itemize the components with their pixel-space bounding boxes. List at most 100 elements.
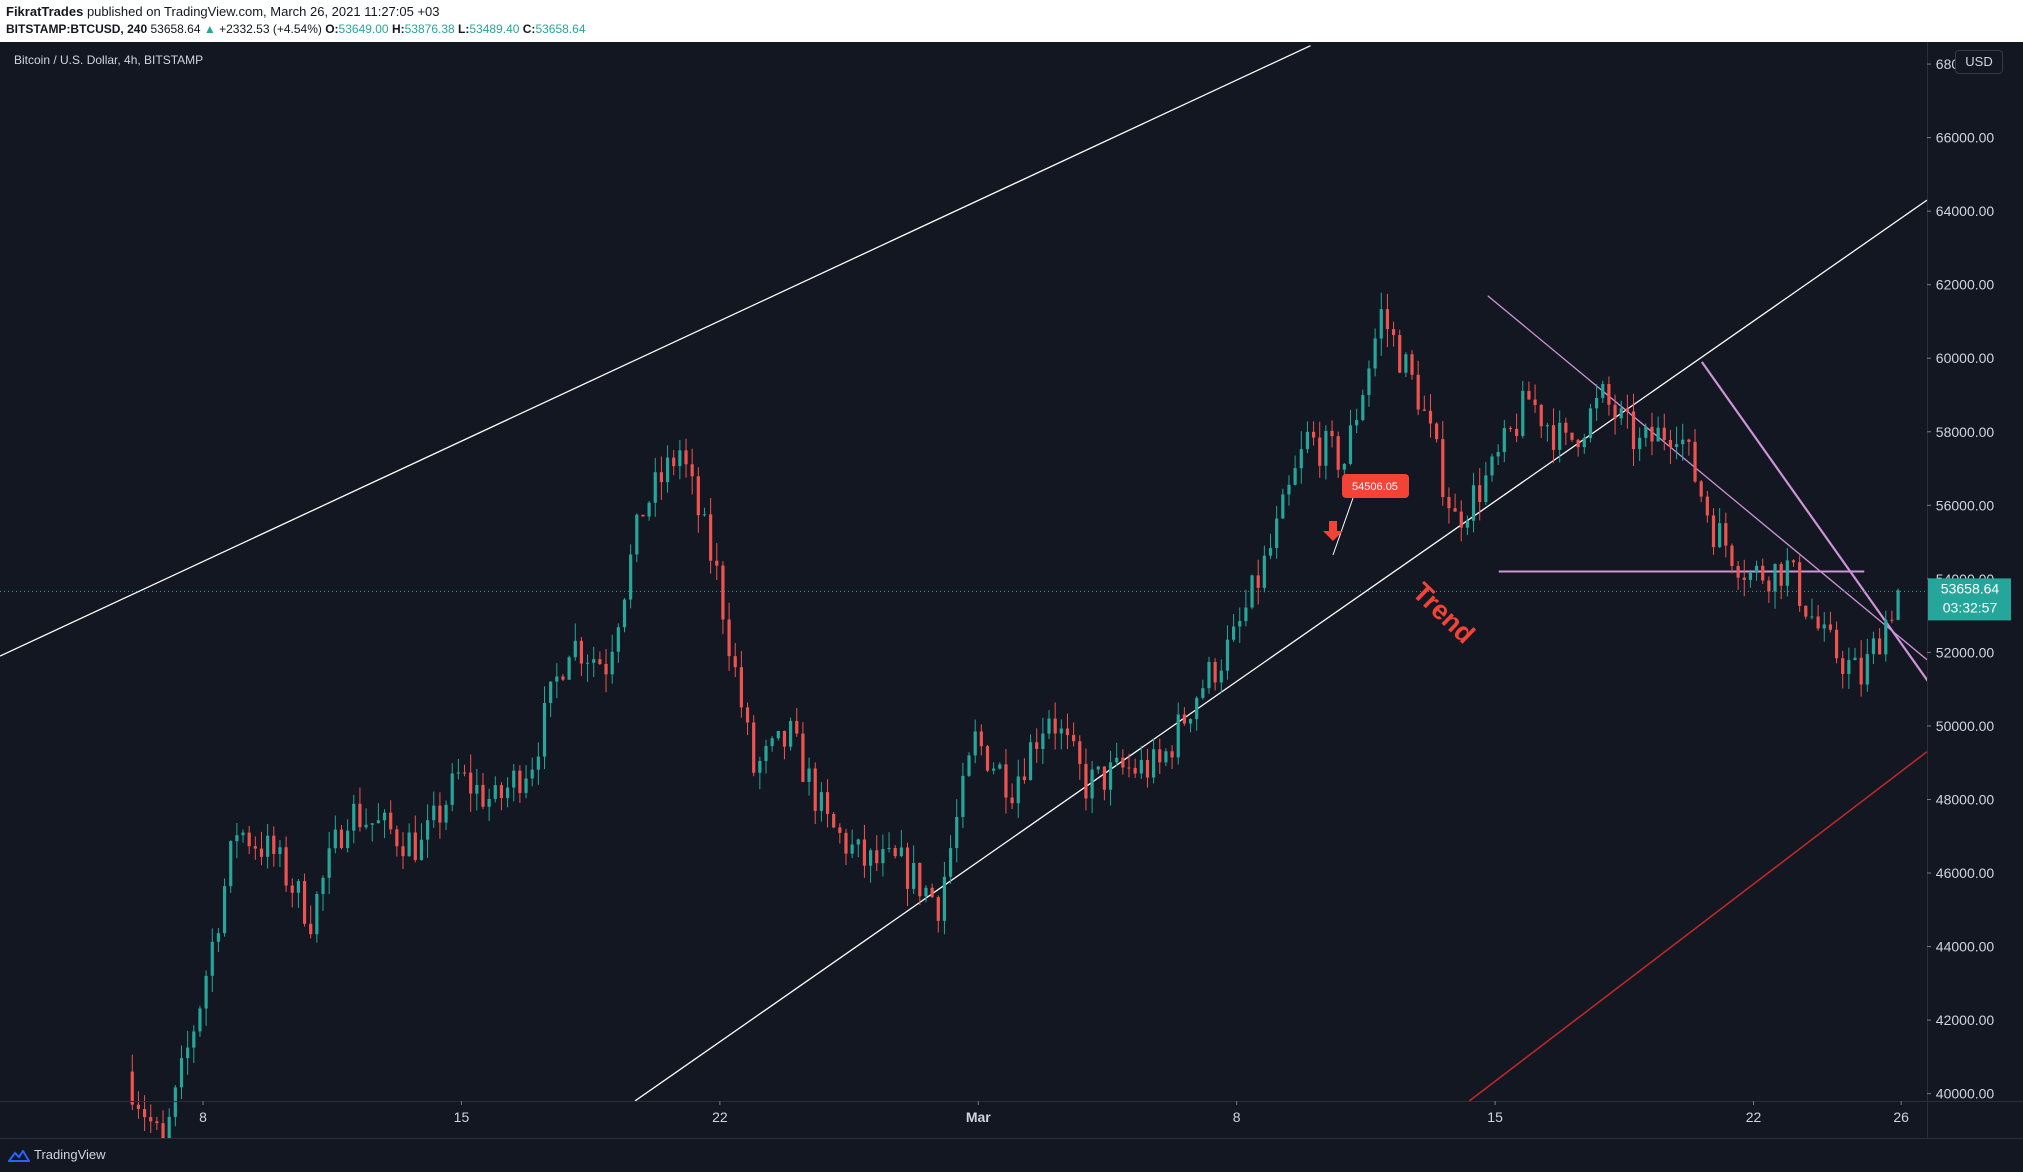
- candle: [1336, 431, 1340, 478]
- candle-body: [1545, 425, 1549, 427]
- price-tick-label: 56000.00: [1936, 497, 1995, 513]
- candle: [1718, 508, 1722, 549]
- candle-body: [512, 770, 516, 788]
- candle: [1884, 610, 1888, 662]
- candle: [629, 544, 633, 609]
- candle-body: [505, 787, 510, 798]
- candle: [1890, 610, 1894, 624]
- candle: [333, 815, 337, 854]
- candle-body: [1441, 439, 1445, 498]
- candle-body: [1256, 575, 1260, 588]
- candle-body: [659, 472, 664, 483]
- candle-body: [222, 886, 227, 934]
- high-value: 53876.38: [404, 22, 455, 36]
- candle-body: [1798, 562, 1802, 606]
- candle-body: [1533, 399, 1537, 405]
- candle: [1121, 749, 1125, 775]
- candle: [1435, 422, 1439, 443]
- candle: [1490, 453, 1494, 482]
- candle: [1662, 413, 1666, 451]
- candle: [1324, 425, 1328, 480]
- candle: [579, 637, 584, 676]
- candle-body: [948, 848, 953, 877]
- candle: [1416, 360, 1420, 416]
- candle: [930, 883, 934, 899]
- candle-body: [1238, 621, 1242, 627]
- candle: [1318, 421, 1322, 478]
- candle: [789, 717, 793, 751]
- candle: [364, 808, 368, 830]
- candle-body: [1207, 661, 1211, 689]
- candle: [247, 825, 251, 855]
- candle: [499, 782, 504, 811]
- candle-body: [1662, 427, 1666, 440]
- candle-body: [807, 768, 811, 782]
- candle: [733, 643, 737, 678]
- price-tick-label: 48000.00: [1936, 791, 1995, 807]
- candle-body: [481, 784, 485, 807]
- candle: [635, 513, 639, 563]
- candle-body: [1748, 572, 1753, 580]
- candle-body: [678, 450, 682, 467]
- candle: [813, 762, 817, 824]
- candle: [518, 765, 522, 803]
- candle-body: [382, 812, 387, 821]
- candle-body: [567, 657, 571, 680]
- candle-body: [1268, 548, 1273, 556]
- candle-body: [296, 881, 301, 893]
- candle-body: [1496, 451, 1500, 457]
- candle: [1699, 479, 1703, 503]
- candle-body: [204, 975, 208, 1009]
- candle-body: [1570, 432, 1574, 440]
- candle: [1521, 380, 1525, 439]
- candle: [875, 835, 879, 871]
- candle-body: [229, 841, 233, 887]
- candle: [973, 719, 977, 764]
- candle: [432, 791, 436, 828]
- candle-body: [1693, 441, 1697, 482]
- candle-body: [198, 1008, 202, 1032]
- candle: [346, 819, 350, 853]
- author-name[interactable]: FikratTrades: [6, 4, 84, 19]
- candle: [881, 834, 885, 877]
- candle-body: [1225, 639, 1230, 671]
- high-label: H:: [391, 22, 405, 36]
- candle: [1305, 421, 1310, 454]
- candle-body: [1391, 329, 1396, 336]
- candle: [536, 742, 540, 785]
- drawing-channel-upper: [0, 45, 1311, 657]
- candle-body: [844, 832, 848, 854]
- candle-body: [192, 1031, 196, 1048]
- candle: [616, 623, 620, 663]
- candle: [1367, 360, 1371, 407]
- time-axis[interactable]: 8 15 22 Mar 8 15 22 26: [199, 1101, 1909, 1125]
- candle: [622, 598, 627, 633]
- candle: [825, 779, 830, 828]
- candle: [542, 686, 547, 770]
- candle: [918, 862, 922, 905]
- price-tick-label: 60000.00: [1936, 350, 1995, 366]
- candle: [1551, 408, 1556, 464]
- candle-body: [1176, 714, 1180, 758]
- tradingview-brand[interactable]: TradingView: [8, 1147, 106, 1162]
- candle-body: [1010, 797, 1014, 804]
- price-tick-label: 66000.00: [1936, 130, 1995, 146]
- callout-box: [1342, 474, 1409, 498]
- currency-button[interactable]: USD: [1955, 50, 2003, 74]
- price-chart[interactable]: Bitcoin / U.S. Dollar, 4h, BITSTAMP 5450…: [0, 42, 2023, 1138]
- candle: [678, 439, 682, 480]
- candle-body: [1841, 658, 1845, 674]
- candle: [1201, 679, 1205, 700]
- candle-body: [1121, 757, 1125, 768]
- price-badge-countdown: 03:32:57: [1943, 599, 1998, 615]
- candle-body: [536, 756, 540, 770]
- candle: [376, 803, 380, 824]
- candle-body: [247, 832, 251, 847]
- candle: [1834, 621, 1839, 664]
- candle-body: [1342, 463, 1346, 470]
- candle: [992, 762, 996, 775]
- candle: [395, 825, 399, 857]
- candle: [1404, 352, 1408, 378]
- candle: [592, 646, 596, 678]
- price-callout[interactable]: 54506.05: [1332, 474, 1409, 556]
